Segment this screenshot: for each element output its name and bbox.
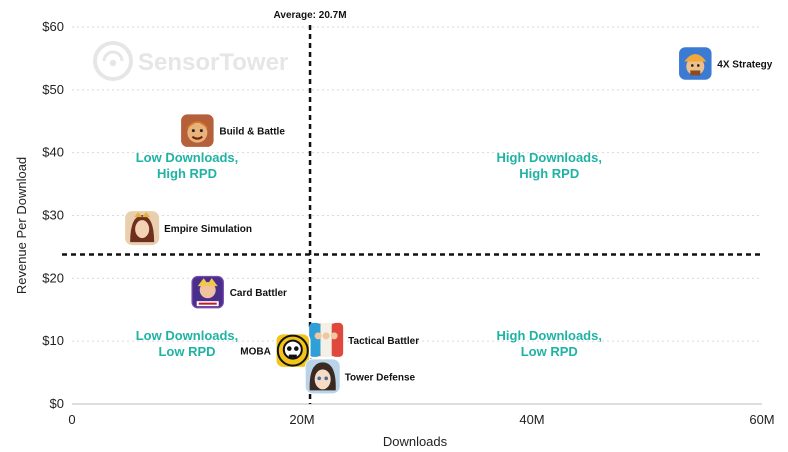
y-tick-label: $40 [42,145,64,160]
empress-icon [124,210,160,246]
point-label: Card Battler [230,288,287,299]
tactical-squad-icon [308,322,344,358]
point-label: 4X Strategy [717,59,772,70]
y-axis-title: Revenue Per Download [14,157,29,294]
quadrant-label-bottom-right: Low RPD [521,344,578,359]
point-label: Build & Battle [219,127,285,138]
x-tick-label: 0 [68,412,75,427]
sensortower-logo-icon [93,41,133,81]
quadrant-label-bottom-right: High Downloads, [497,328,602,343]
y-tick-label: $20 [42,270,64,285]
grid-layer [72,26,762,342]
point-label: MOBA [240,347,271,358]
y-tick-label: $60 [42,19,64,34]
card-hero-icon [189,274,226,310]
quadrant-label-top-right: High Downloads, [497,150,602,165]
points-layer: 4X Strategy Build & Battle Empire Simulati… [124,45,773,395]
x-axis-title: Downloads [383,434,448,449]
watermark-brand-text: SensorTower [138,49,288,76]
x-tick-label: 20M [289,412,314,427]
quadrant-label-top-right: High RPD [519,166,579,181]
quadrant-label-top-left: High RPD [157,166,217,181]
x-tick-label: 40M [519,412,544,427]
point-label: Tower Defense [345,372,416,383]
x-tick-label: 60M [749,412,774,427]
point-label: Tactical Battler [348,336,419,347]
average-downloads-label: Average: 20.7M [274,10,347,21]
clash-warrior-icon [179,112,216,149]
y-tick-label: $10 [42,333,64,348]
quadrant-label-bottom-left: Low RPD [158,344,215,359]
quadrant-label-top-left: Low Downloads, [136,150,239,165]
point-label: Empire Simulation [164,224,252,235]
anime-girl-icon [304,358,341,395]
y-tick-label: $0 [50,396,64,411]
barbarian-icon [677,45,714,82]
watermark: SensorTower [93,41,288,81]
quadrant-label-bottom-left: Low Downloads, [136,328,239,343]
brawl-skull-icon [275,332,311,369]
y-tick-label: $50 [42,82,64,97]
y-tick-label: $30 [42,208,64,223]
axis-layer: $0 $10 $20 $30 $40 $50 $60 0 20M 40M 60M Downloads R… [14,19,775,449]
